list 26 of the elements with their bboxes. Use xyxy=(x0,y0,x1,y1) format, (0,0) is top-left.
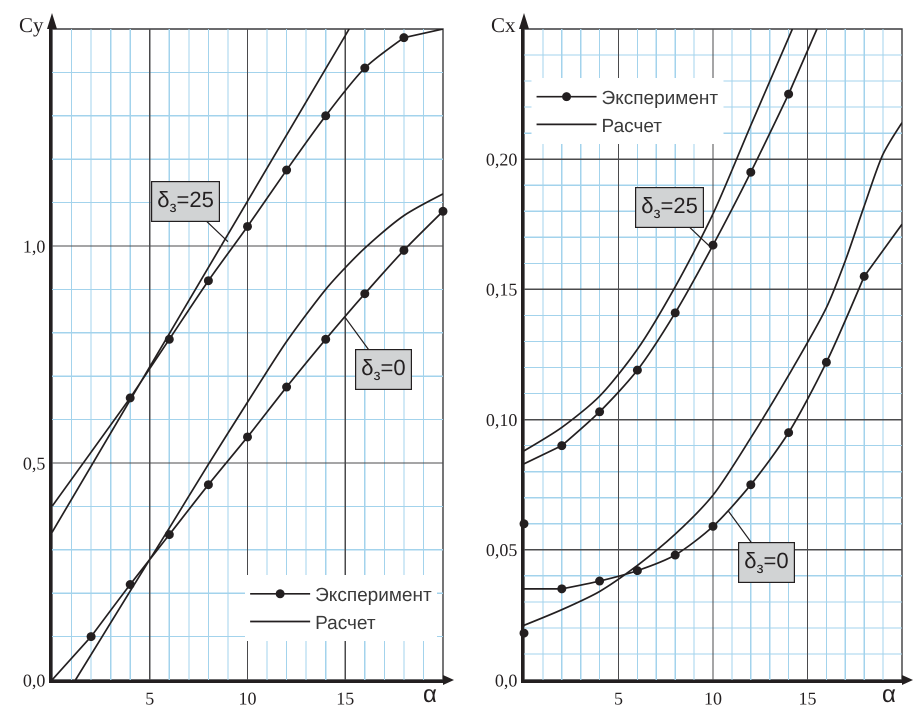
y-tick-label: 0,10 xyxy=(486,410,518,430)
legend-label: Эксперимент xyxy=(602,88,718,110)
y-axis-title: Cx xyxy=(491,13,516,37)
y-tick-label: 0,20 xyxy=(486,150,518,170)
y-tick-label: 0,15 xyxy=(486,280,518,300)
annotation: δ$_{з}$=25 xyxy=(157,187,214,216)
y-tick-label: 0,05 xyxy=(486,540,518,560)
x-tick-label: 10 xyxy=(704,688,722,707)
annotation: δ$_{з}$=0 xyxy=(361,355,406,384)
annotation: δ$_{з}$=0 xyxy=(744,548,789,577)
x-axis-title: α xyxy=(882,681,896,707)
y-tick-label: 0,5 xyxy=(22,453,46,474)
y-tick-label: 0,0 xyxy=(22,670,46,690)
x-tick-label: 5 xyxy=(614,688,623,707)
x-axis-title: α xyxy=(423,681,437,707)
y-tick-label: 1,0 xyxy=(22,236,46,256)
legend-label: Эксперимент xyxy=(315,585,432,606)
annotation: δ$_{з}$=25 xyxy=(641,193,698,222)
y-tick-label: 0,0 xyxy=(494,670,518,690)
x-tick-label: 5 xyxy=(145,688,154,707)
legend-label: Расчет xyxy=(602,116,662,137)
y-axis-title: Cy xyxy=(19,13,44,37)
x-tick-label: 10 xyxy=(238,688,256,707)
x-tick-label: 15 xyxy=(798,688,816,707)
legend-label: Расчет xyxy=(315,612,376,634)
x-tick-label: 15 xyxy=(336,688,354,707)
